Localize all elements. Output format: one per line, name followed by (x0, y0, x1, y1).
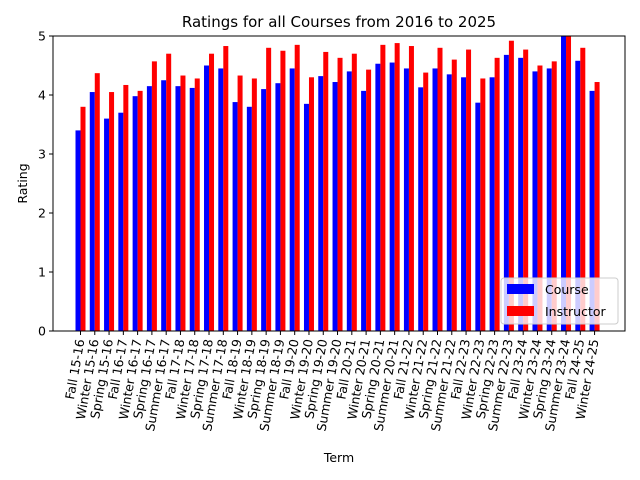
bar-course-36 (589, 90, 595, 332)
bar-course-15 (289, 68, 295, 331)
bar-course-18 (332, 82, 338, 332)
bar-instructor-20 (366, 69, 372, 331)
bar-course-21 (375, 63, 381, 331)
bar-instructor-21 (380, 44, 386, 331)
bar-instructor-15 (294, 44, 300, 331)
y-tick-label: 1 (38, 265, 46, 280)
bar-course-4 (132, 96, 138, 332)
bar-course-3 (118, 112, 124, 331)
bar-instructor-28 (480, 78, 486, 331)
bar-instructor-23 (408, 46, 414, 331)
bar-instructor-17 (323, 51, 329, 332)
bar-course-32 (532, 71, 538, 332)
bar-course-1 (89, 92, 95, 331)
bar-instructor-6 (166, 53, 172, 331)
bar-course-6 (161, 80, 167, 331)
bar-instructor-29 (494, 57, 500, 331)
bar-instructor-30 (508, 40, 514, 331)
plot-frame (52, 35, 626, 332)
y-tick-label: 0 (38, 324, 46, 339)
bar-course-16 (303, 103, 309, 331)
bar-instructor-36 (594, 82, 600, 332)
bar-course-29 (489, 77, 495, 331)
bar-instructor-14 (280, 50, 286, 331)
y-tick-label: 2 (38, 206, 46, 221)
bar-course-20 (361, 90, 367, 332)
bar-course-17 (318, 76, 324, 332)
legend-swatch-course (507, 284, 534, 294)
bar-instructor-16 (308, 77, 314, 331)
bar-course-30 (503, 54, 509, 331)
bar-instructor-27 (466, 49, 472, 331)
bar-course-0 (75, 130, 81, 331)
bar-instructor-24 (423, 72, 429, 331)
bar-course-22 (389, 62, 395, 332)
legend-label-instructor: Instructor (545, 304, 607, 319)
bar-course-8 (189, 87, 195, 331)
bar-instructor-19 (351, 53, 357, 331)
bar-course-31 (518, 57, 524, 331)
bar-instructor-12 (251, 78, 257, 331)
bar-instructor-11 (237, 75, 243, 331)
bar-instructor-10 (223, 46, 229, 331)
legend: Course Instructor (500, 277, 619, 325)
bar-instructor-5 (151, 61, 157, 332)
bar-instructor-22 (394, 43, 400, 331)
bar-course-34 (561, 36, 567, 331)
bar-course-24 (418, 87, 424, 331)
y-axis: 0 1 2 3 4 5 (38, 29, 53, 339)
bar-instructor-9 (209, 53, 215, 331)
bar-instructor-35 (580, 47, 586, 332)
bar-course-35 (575, 60, 581, 331)
bar-course-14 (275, 83, 281, 331)
bar-course-7 (175, 86, 181, 332)
bar-instructor-8 (194, 78, 200, 331)
bar-instructor-13 (266, 47, 272, 332)
bar-instructor-31 (523, 49, 529, 331)
y-axis-title: Rating (15, 163, 30, 203)
bar-instructor-1 (94, 73, 100, 332)
bar-course-27 (461, 77, 467, 331)
bar-instructor-18 (337, 57, 343, 331)
bar-course-2 (104, 118, 110, 331)
y-tick-label: 3 (38, 147, 46, 162)
chart-title: Ratings for all Courses from 2016 to 202… (182, 13, 496, 31)
bar-course-26 (446, 74, 452, 331)
bar-instructor-4 (137, 90, 143, 332)
bar-instructor-26 (451, 59, 457, 331)
bar-instructor-7 (180, 75, 186, 331)
x-axis-title: Term (323, 450, 354, 465)
bar-instructor-0 (80, 106, 86, 331)
bar-instructor-34 (566, 36, 572, 331)
y-tick-label: 5 (38, 29, 46, 44)
bar-course-23 (403, 68, 409, 331)
bars-group (75, 36, 600, 332)
bar-instructor-33 (551, 61, 557, 332)
bar-course-33 (546, 68, 552, 331)
legend-swatch-instructor (507, 306, 534, 316)
bar-course-25 (432, 68, 438, 331)
y-tick-label: 4 (38, 88, 46, 103)
bar-course-5 (146, 86, 152, 332)
legend-label-course: Course (545, 282, 589, 297)
bar-instructor-25 (437, 47, 443, 332)
bar-course-11 (232, 102, 238, 331)
bar-instructor-2 (109, 92, 115, 331)
bar-course-12 (246, 106, 252, 331)
bar-course-9 (204, 65, 210, 331)
bar-course-19 (346, 71, 352, 332)
bar-course-13 (261, 89, 267, 331)
bar-instructor-3 (123, 84, 129, 331)
bar-course-28 (475, 102, 481, 331)
bar-course-10 (218, 68, 224, 331)
bar-instructor-32 (537, 65, 543, 331)
